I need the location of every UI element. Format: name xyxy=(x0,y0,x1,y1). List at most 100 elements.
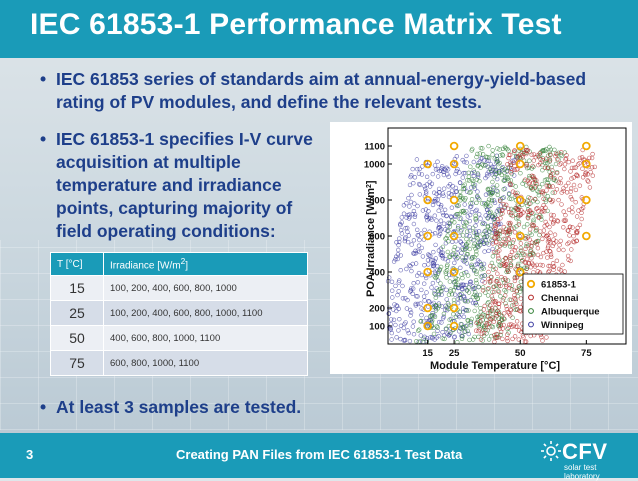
data-point-winnipeg xyxy=(455,312,460,317)
data-point-albuquerque xyxy=(471,243,477,249)
data-point-winnipeg xyxy=(424,290,429,295)
data-point-winnipeg xyxy=(410,291,415,297)
data-point-chennai xyxy=(548,216,554,222)
data-point-albuquerque xyxy=(414,339,419,344)
data-point-chennai xyxy=(480,288,486,293)
data-point-albuquerque xyxy=(469,256,474,262)
data-point-chennai xyxy=(494,314,499,319)
data-point-winnipeg xyxy=(471,159,477,165)
data-point-chennai xyxy=(518,241,524,246)
data-point-winnipeg xyxy=(429,285,434,290)
data-point-winnipeg xyxy=(421,319,426,324)
data-point-61853-1 xyxy=(515,231,525,241)
data-point-chennai xyxy=(555,219,561,224)
data-point-winnipeg xyxy=(430,202,436,208)
data-point-albuquerque xyxy=(534,227,539,233)
data-point-albuquerque xyxy=(488,192,494,197)
data-point-chennai xyxy=(539,189,544,195)
data-point-albuquerque xyxy=(485,216,491,221)
data-point-chennai xyxy=(571,233,576,239)
data-point-chennai xyxy=(505,338,510,344)
cell-irradiance: 400, 600, 800, 1000, 1100 xyxy=(103,325,308,351)
data-point-albuquerque xyxy=(483,290,488,295)
data-point-chennai xyxy=(505,332,510,337)
data-point-chennai xyxy=(493,225,498,230)
data-point-albuquerque xyxy=(485,224,491,230)
data-point-chennai xyxy=(505,267,510,273)
data-point-chennai xyxy=(528,243,534,248)
data-point-albuquerque xyxy=(543,158,548,164)
data-point-albuquerque xyxy=(473,290,478,295)
data-point-albuquerque xyxy=(447,220,453,226)
data-point-albuquerque xyxy=(432,314,438,320)
data-point-chennai xyxy=(482,280,487,285)
data-point-winnipeg xyxy=(402,238,408,244)
data-point-winnipeg xyxy=(446,184,451,189)
data-point-chennai xyxy=(558,176,563,181)
data-point-winnipeg xyxy=(427,179,433,185)
data-point-chennai xyxy=(532,197,538,202)
data-point-winnipeg xyxy=(441,172,447,178)
data-point-chennai xyxy=(516,222,522,227)
data-point-albuquerque xyxy=(461,186,467,192)
bullet-2: • IEC 61853-1 specifies I-V curve acquis… xyxy=(40,128,326,243)
data-point-albuquerque xyxy=(496,161,501,167)
data-point-winnipeg xyxy=(444,213,449,219)
data-point-albuquerque xyxy=(440,244,446,250)
data-point-albuquerque xyxy=(467,337,472,343)
data-point-albuquerque xyxy=(474,280,479,286)
data-point-albuquerque xyxy=(432,291,437,296)
data-point-winnipeg xyxy=(475,174,481,179)
data-point-albuquerque xyxy=(468,164,473,169)
data-point-albuquerque xyxy=(485,286,491,292)
data-point-albuquerque xyxy=(475,232,480,238)
data-point-winnipeg xyxy=(422,298,427,303)
data-point-albuquerque xyxy=(462,224,468,230)
irradiance-table: T [°C] Irradiance [W/m2] 15 100, 200, 40… xyxy=(50,252,308,376)
data-point-chennai xyxy=(539,334,544,340)
data-point-albuquerque xyxy=(463,219,468,225)
data-point-winnipeg xyxy=(412,175,418,180)
data-point-chennai xyxy=(565,253,571,259)
data-point-albuquerque xyxy=(510,240,516,245)
data-point-albuquerque xyxy=(491,267,496,272)
data-point-winnipeg xyxy=(452,260,457,266)
data-point-albuquerque xyxy=(457,295,463,301)
data-point-winnipeg xyxy=(417,182,423,188)
data-point-chennai xyxy=(574,214,580,219)
data-point-albuquerque xyxy=(470,265,475,270)
y-tick-label: 800 xyxy=(369,196,385,207)
data-point-albuquerque xyxy=(477,197,482,202)
data-point-albuquerque xyxy=(545,208,550,214)
data-point-chennai xyxy=(510,213,515,219)
data-point-chennai xyxy=(507,322,512,327)
data-point-chennai xyxy=(496,256,501,261)
data-point-albuquerque xyxy=(428,313,433,319)
legend-entry: Winnipeg xyxy=(541,320,584,331)
data-point-albuquerque xyxy=(461,223,467,229)
data-point-chennai xyxy=(487,325,492,330)
data-point-61853-1 xyxy=(423,195,432,205)
data-point-chennai xyxy=(516,284,521,289)
data-point-winnipeg xyxy=(444,327,449,332)
data-point-winnipeg xyxy=(404,200,409,206)
bullet-1: • IEC 61853 series of standards aim at a… xyxy=(40,68,626,114)
data-point-chennai xyxy=(544,188,549,193)
data-point-winnipeg xyxy=(451,335,457,340)
data-point-albuquerque xyxy=(437,286,443,292)
data-point-albuquerque xyxy=(443,269,448,274)
data-point-albuquerque xyxy=(442,336,447,342)
data-point-chennai xyxy=(518,296,524,301)
data-point-albuquerque xyxy=(421,336,426,341)
data-point-winnipeg xyxy=(386,311,391,317)
data-point-winnipeg xyxy=(419,287,424,293)
data-point-chennai xyxy=(512,230,518,235)
data-point-chennai xyxy=(476,328,481,334)
data-point-winnipeg xyxy=(428,335,433,340)
data-point-chennai xyxy=(509,322,514,327)
data-point-winnipeg xyxy=(424,214,429,220)
data-point-albuquerque xyxy=(480,152,486,157)
data-point-winnipeg xyxy=(409,268,414,274)
data-point-chennai xyxy=(545,239,551,244)
data-point-chennai xyxy=(527,180,532,185)
